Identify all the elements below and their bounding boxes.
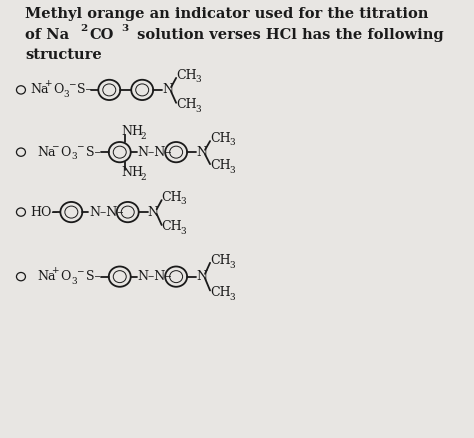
Text: N–N–: N–N–: [138, 146, 172, 159]
Text: CH: CH: [210, 286, 231, 299]
Text: 3: 3: [181, 198, 186, 206]
Text: 2: 2: [141, 131, 146, 141]
Text: CH: CH: [176, 98, 197, 111]
Text: −: −: [51, 141, 59, 151]
Text: Na: Na: [37, 146, 56, 159]
Text: S–: S–: [73, 83, 92, 96]
Text: N–N–: N–N–: [89, 205, 124, 219]
Text: S–: S–: [82, 270, 101, 283]
Text: 3: 3: [229, 261, 235, 270]
Text: +: +: [44, 79, 51, 88]
Text: CH: CH: [162, 191, 182, 204]
Text: solution verses HCl has the following: solution verses HCl has the following: [132, 28, 444, 42]
Text: 2: 2: [80, 25, 87, 33]
Text: CH: CH: [162, 220, 182, 233]
Text: 3: 3: [195, 75, 201, 84]
Text: CH: CH: [210, 132, 231, 145]
Text: CH: CH: [176, 69, 197, 81]
Text: of Na: of Na: [25, 28, 69, 42]
Text: 2: 2: [141, 173, 146, 182]
Text: 3: 3: [121, 25, 128, 33]
Text: structure: structure: [25, 49, 102, 62]
Text: −: −: [68, 79, 76, 88]
Text: Na: Na: [37, 270, 56, 283]
Text: N: N: [196, 146, 207, 159]
Text: O: O: [57, 270, 72, 283]
Text: 3: 3: [181, 227, 186, 236]
Text: 3: 3: [64, 90, 70, 99]
Text: Na: Na: [30, 83, 48, 96]
Text: HO–: HO–: [30, 205, 57, 219]
Text: CH: CH: [210, 159, 231, 173]
Text: N–N–: N–N–: [138, 270, 172, 283]
Text: N: N: [162, 83, 173, 96]
Text: −: −: [76, 141, 84, 151]
Text: 3: 3: [195, 105, 201, 114]
Text: CH: CH: [210, 254, 231, 267]
Text: O: O: [50, 83, 64, 96]
Text: 3: 3: [229, 138, 235, 148]
Text: S–: S–: [82, 146, 101, 159]
Text: 3: 3: [229, 293, 235, 302]
Text: 3: 3: [72, 277, 77, 286]
Text: NH: NH: [122, 166, 144, 180]
Text: N: N: [148, 205, 159, 219]
Text: N: N: [196, 270, 207, 283]
Text: 3: 3: [229, 166, 235, 175]
Text: O: O: [57, 146, 72, 159]
Text: +: +: [51, 266, 59, 275]
Text: −: −: [76, 266, 84, 275]
Text: CO: CO: [90, 28, 114, 42]
Text: NH: NH: [122, 125, 144, 138]
Text: 3: 3: [72, 152, 77, 161]
Text: Methyl orange an indicator used for the titration: Methyl orange an indicator used for the …: [25, 7, 428, 21]
